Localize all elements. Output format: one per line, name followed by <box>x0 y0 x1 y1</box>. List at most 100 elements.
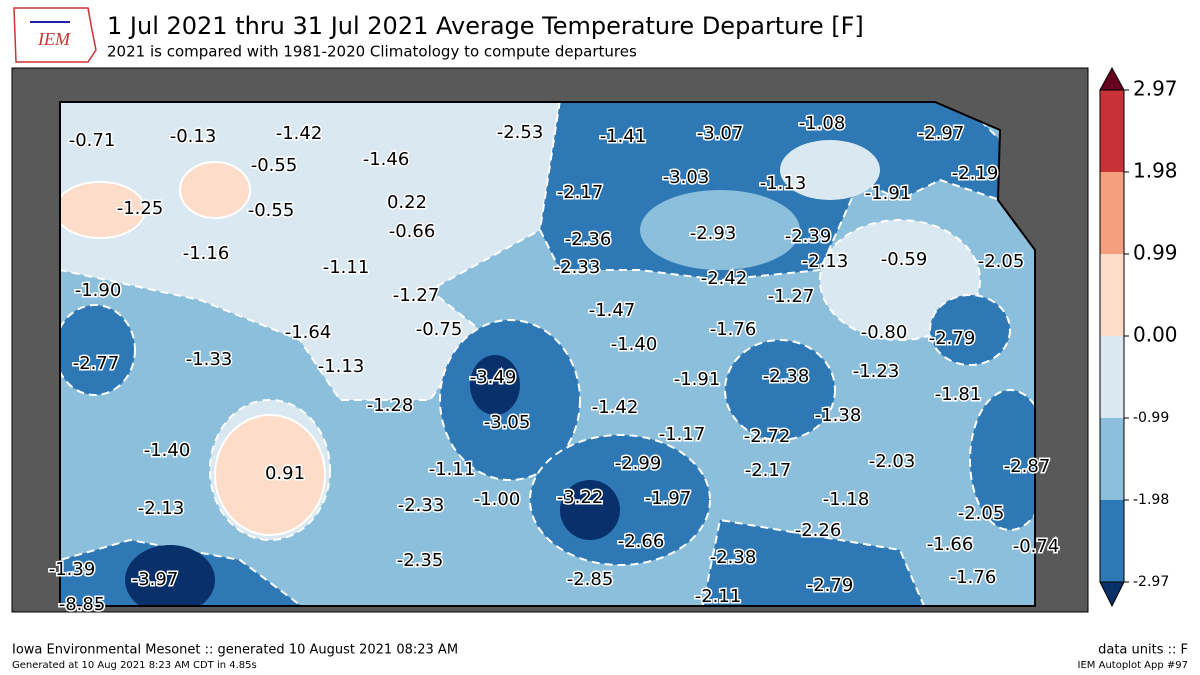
colorbar-over <box>1099 66 1125 91</box>
station-value: -2.39 <box>785 226 832 247</box>
footer-left: Iowa Environmental Mesonet :: generated … <box>12 643 458 658</box>
station-value: -2.79 <box>807 575 854 596</box>
station-value: -1.91 <box>674 369 721 390</box>
station-value: -1.11 <box>323 257 370 278</box>
station-value: -2.36 <box>565 229 612 250</box>
colorbar-label: 2.97 <box>1133 77 1178 101</box>
station-value: -1.66 <box>927 534 974 555</box>
station-labels: -0.71 -0.13 -1.42 -0.55 -1.46 -2.53 -1.41 -3.07… <box>47 112 1061 617</box>
station-value: -1.81 <box>935 384 982 405</box>
station-value: -1.76 <box>950 567 997 588</box>
colorbar-band <box>1100 254 1124 336</box>
station-value: -2.72 <box>744 426 791 447</box>
colorbar-under <box>1099 581 1125 608</box>
station-value: -1.25 <box>117 198 164 219</box>
footer-app: IEM Autoplot App #97 <box>1078 660 1188 671</box>
station-value: -2.35 <box>397 550 444 571</box>
station-value: -1.23 <box>853 361 900 382</box>
station-value: 0.22 <box>387 192 427 213</box>
station-value: -1.42 <box>592 397 639 418</box>
station-value: -2.79 <box>929 328 976 349</box>
station-value: -2.97 <box>918 123 965 144</box>
station-value: -1.00 <box>474 489 521 510</box>
station-value: -2.38 <box>710 547 757 568</box>
footer-small: Generated at 10 Aug 2021 8:23 AM CDT in … <box>12 660 257 671</box>
station-value: -3.22 <box>557 487 604 508</box>
station-value: -1.11 <box>429 459 476 480</box>
colorbar-label: -0.99 <box>1133 410 1169 426</box>
station-value: -2.42 <box>701 268 748 289</box>
station-value: -2.77 <box>73 353 120 374</box>
station-value: -1.64 <box>285 322 332 343</box>
station-value: -2.05 <box>978 251 1025 272</box>
station-value: -2.33 <box>554 257 601 278</box>
colorbar-label: 0.99 <box>1133 241 1178 265</box>
station-value: -0.74 <box>1013 536 1060 557</box>
colorbar-band <box>1100 90 1124 172</box>
station-value: -1.42 <box>276 123 323 144</box>
station-value: -0.55 <box>251 155 298 176</box>
colorbar-label: -1.98 <box>1133 492 1169 508</box>
station-value: -1.33 <box>186 349 233 370</box>
station-value: 0.91 <box>265 463 305 484</box>
colorbar-band <box>1100 418 1124 500</box>
station-value: -0.75 <box>416 319 463 340</box>
station-value: -1.28 <box>367 395 414 416</box>
station-value: -2.93 <box>690 223 737 244</box>
title: 1 Jul 2021 thru 31 Jul 2021 Average Temp… <box>107 12 864 40</box>
station-value: -1.41 <box>600 126 647 147</box>
station-value: -1.46 <box>363 149 410 170</box>
station-value: -2.19 <box>952 163 999 184</box>
station-value: -1.18 <box>823 489 870 510</box>
station-value: -1.13 <box>318 356 365 377</box>
station-value: -1.40 <box>144 440 191 461</box>
station-value: -1.76 <box>710 319 757 340</box>
station-value: -2.13 <box>138 498 185 519</box>
station-value: -2.17 <box>745 460 792 481</box>
station-value: -1.17 <box>659 424 706 445</box>
station-value: -2.33 <box>398 495 445 516</box>
station-value: -2.13 <box>802 251 849 272</box>
colorbar-label: 0.00 <box>1133 323 1178 347</box>
station-value: -1.13 <box>760 173 807 194</box>
station-value: -1.27 <box>393 285 440 306</box>
station-value: -3.49 <box>470 367 517 388</box>
station-value: -2.11 <box>695 586 742 607</box>
station-value: -1.27 <box>768 286 815 307</box>
logo-text: IEM <box>37 29 71 49</box>
station-value: -0.13 <box>170 126 217 147</box>
station-value: -0.66 <box>389 221 436 242</box>
station-value: -0.71 <box>69 130 116 151</box>
colorbar-band <box>1100 336 1124 418</box>
station-value: -2.17 <box>557 182 604 203</box>
logo: IEM <box>13 7 97 63</box>
station-value: -0.59 <box>881 249 928 270</box>
footer-units: data units :: F <box>1098 643 1188 658</box>
station-value: -1.39 <box>49 559 96 580</box>
station-value: -3.03 <box>663 167 710 188</box>
station-value: -1.90 <box>75 280 122 301</box>
station-value: -1.40 <box>611 334 658 355</box>
station-value: -3.97 <box>132 569 179 590</box>
station-value: -1.16 <box>183 243 230 264</box>
station-value: -2.03 <box>869 451 916 472</box>
station-value: -1.08 <box>799 113 846 134</box>
station-value: -0.80 <box>861 322 908 343</box>
station-value: -8.85 <box>59 594 106 615</box>
colorbar-band <box>1100 500 1124 582</box>
colorbar-label: -2.97 <box>1133 574 1169 590</box>
state-border <box>59 101 1036 607</box>
colorbar-label: 1.98 <box>1133 159 1178 183</box>
station-value: -2.26 <box>795 520 842 541</box>
station-value: -2.53 <box>497 122 544 143</box>
station-value: -1.38 <box>815 405 862 426</box>
station-value: -2.99 <box>615 453 662 474</box>
station-value: -2.85 <box>567 569 614 590</box>
colorbar-band <box>1100 172 1124 254</box>
station-value: -3.05 <box>484 412 531 433</box>
station-value: -2.87 <box>1004 456 1051 477</box>
station-value: -2.05 <box>958 503 1005 524</box>
station-value: -1.91 <box>865 183 912 204</box>
station-value: -2.38 <box>763 366 810 387</box>
station-value: -0.55 <box>248 200 295 221</box>
